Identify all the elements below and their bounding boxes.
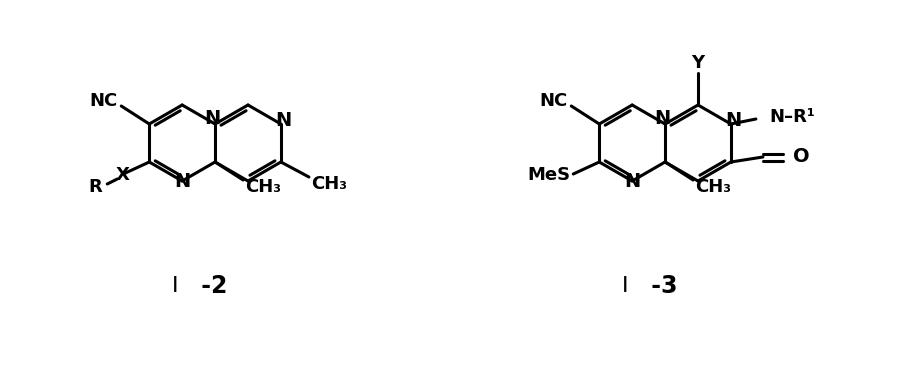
Text: N: N (275, 112, 291, 130)
Text: NC: NC (538, 92, 567, 110)
Text: CH₃: CH₃ (311, 175, 347, 193)
Text: -2: -2 (192, 274, 228, 298)
Text: X: X (116, 166, 129, 184)
Text: Y: Y (691, 54, 703, 72)
Text: O: O (792, 147, 809, 167)
Text: R: R (88, 178, 102, 196)
Text: CH₃: CH₃ (245, 178, 281, 196)
Text: NC: NC (89, 92, 117, 110)
Text: MeS: MeS (527, 166, 570, 184)
Text: N: N (204, 109, 220, 129)
Text: N: N (623, 173, 639, 191)
Text: I: I (621, 276, 628, 296)
Text: -3: -3 (642, 274, 676, 298)
Text: N–R¹: N–R¹ (768, 108, 814, 126)
Text: N: N (724, 112, 740, 130)
Text: N: N (653, 109, 669, 129)
Text: CH₃: CH₃ (694, 178, 731, 196)
Text: I: I (172, 276, 178, 296)
Text: N: N (174, 173, 191, 191)
